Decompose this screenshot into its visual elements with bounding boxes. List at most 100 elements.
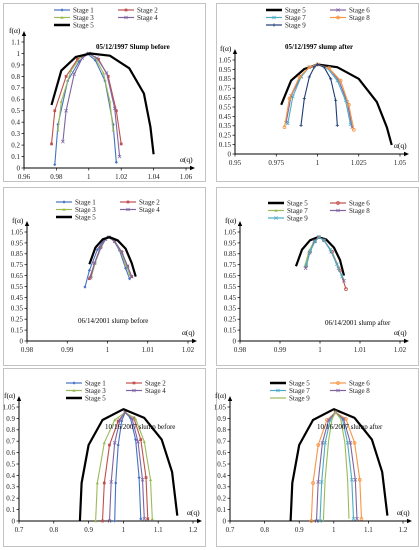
y-tick-label: 0 xyxy=(228,150,232,158)
x-tick-label: 1.2 xyxy=(399,526,408,534)
data-point xyxy=(326,418,331,422)
data-point xyxy=(136,439,140,444)
legend-label: Stage 5 xyxy=(287,200,308,208)
y-tick-label: 0.15 xyxy=(224,327,237,335)
legend-label: Stage 6 xyxy=(349,380,370,388)
y-tick-label: 1.05 xyxy=(214,403,227,411)
legend-label: Stage 8 xyxy=(349,387,370,395)
legend-swatch-marker xyxy=(124,15,128,20)
legend-item: Stage 7 xyxy=(268,207,308,215)
legend-swatch-marker xyxy=(60,8,64,12)
data-point xyxy=(341,417,346,421)
data-point xyxy=(116,443,120,447)
data-point xyxy=(309,519,314,523)
data-point xyxy=(140,477,145,482)
data-point xyxy=(112,106,117,111)
y-tick-label: 0.35 xyxy=(224,305,237,313)
data-point xyxy=(338,78,343,83)
data-point xyxy=(92,261,97,265)
x-axis-arrow xyxy=(197,518,202,524)
y-tick-label: 0.95 xyxy=(224,239,237,247)
data-point xyxy=(282,125,287,129)
y-tick-label: 1.05 xyxy=(3,403,16,411)
data-point xyxy=(118,418,122,422)
data-point xyxy=(93,58,97,62)
legend-item: Stage 5 xyxy=(270,380,310,388)
legend-item: Stage 2 xyxy=(118,7,158,15)
data-point xyxy=(146,517,150,521)
panel-frame xyxy=(3,187,206,366)
y-tick-label: 0.75 xyxy=(224,261,237,269)
y-axis-label: f(α) xyxy=(215,391,227,400)
data-point xyxy=(114,160,118,164)
data-point xyxy=(130,417,134,421)
data-point xyxy=(303,266,308,271)
data-point xyxy=(308,248,313,253)
panel-frame xyxy=(216,187,419,366)
legend-item: Stage 2 xyxy=(126,380,166,388)
series-stage-9 xyxy=(299,62,339,127)
data-point xyxy=(142,516,147,521)
data-point xyxy=(120,419,124,423)
data-point xyxy=(114,481,118,485)
data-point xyxy=(323,440,327,445)
data-point xyxy=(302,96,306,101)
data-point xyxy=(83,285,87,289)
legend-label: Stage 9 xyxy=(285,22,306,30)
data-point xyxy=(349,477,354,482)
series-stage-5 xyxy=(78,408,179,522)
legend-item: Stage 9 xyxy=(270,395,310,403)
data-point xyxy=(72,72,77,76)
x-tick-label: 1 xyxy=(87,173,91,181)
x-tick-label: 1.1 xyxy=(364,526,373,534)
y-tick-label: 0.7 xyxy=(6,438,15,446)
legend-item: Stage 1 xyxy=(54,7,94,15)
legend-label: Stage 9 xyxy=(287,215,308,223)
legend-swatch-marker xyxy=(124,8,128,12)
data-point xyxy=(148,478,153,482)
legend-swatch-marker xyxy=(336,381,340,385)
series-stage-9 xyxy=(304,235,344,279)
legend-swatch-marker xyxy=(62,207,66,211)
legend-label: Stage 2 xyxy=(137,7,158,15)
chart-panel-5: f(α) α(q) 0.7 0.8 0.9 1 1.1 1.2 0 0.1 0.2 0.3 0.4 0.5… xyxy=(3,368,206,547)
x-tick-label: 1 xyxy=(106,346,110,354)
data-point xyxy=(316,480,321,484)
data-point xyxy=(318,519,322,523)
legend-item: Stage 6 xyxy=(330,200,370,208)
legend-swatch-marker xyxy=(336,15,340,20)
data-point xyxy=(290,94,295,99)
x-tick-label: 0.98 xyxy=(21,346,34,354)
data-point xyxy=(112,440,117,445)
series-stage-5 xyxy=(88,236,137,277)
data-point xyxy=(313,239,318,244)
data-point xyxy=(322,238,326,243)
legend-label: Stage 4 xyxy=(145,387,166,395)
x-tick-label: 0.95 xyxy=(229,159,242,167)
data-point xyxy=(340,274,344,279)
legend-item: Stage 7 xyxy=(266,14,306,22)
y-axis-arrow xyxy=(232,49,238,54)
series-line xyxy=(88,236,137,277)
data-point xyxy=(150,517,154,521)
legend-item: Stage 4 xyxy=(126,387,166,395)
legend-label: Stage 5 xyxy=(75,214,96,222)
legend-label: Stage 2 xyxy=(145,380,166,388)
y-tick-label: 0.2 xyxy=(11,141,20,149)
legend-swatch-marker xyxy=(276,388,280,393)
legend-item: Stage 8 xyxy=(330,387,370,395)
data-point xyxy=(353,477,358,482)
y-tick-label: 0 xyxy=(223,517,227,525)
legend: Stage 1 Stage 2 Stage 3 Stage 4 Stage 5 xyxy=(66,380,166,403)
data-point xyxy=(117,154,122,159)
data-point xyxy=(93,519,98,523)
legend-label: Stage 1 xyxy=(85,380,106,388)
data-point xyxy=(109,480,114,484)
y-tick-label: 0.65 xyxy=(11,272,24,280)
data-point xyxy=(334,98,338,102)
data-point xyxy=(335,78,340,83)
data-point xyxy=(95,481,99,485)
data-point xyxy=(104,71,109,75)
data-point xyxy=(345,440,350,445)
data-point xyxy=(355,516,359,521)
